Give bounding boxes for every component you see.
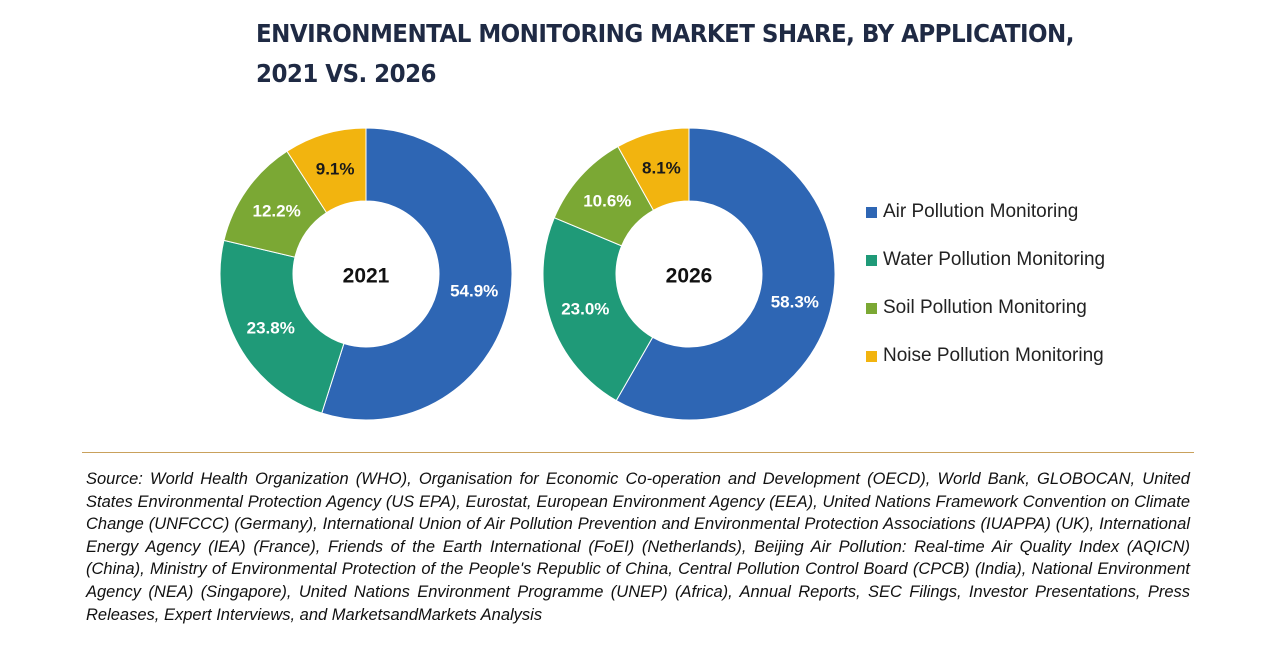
legend-swatch-air (866, 206, 877, 218)
legend-label-noise: Noise Pollution Monitoring (883, 345, 1104, 366)
data-label-2021-soil: 12.2% (253, 201, 301, 220)
legend-item-soil: Soil Pollution Monitoring (866, 284, 1105, 332)
slice-2021-air (321, 127, 513, 421)
slice-2021-water (219, 239, 345, 414)
slice-2021-noise (286, 127, 367, 214)
data-label-2021-noise: 9.1% (316, 159, 355, 178)
legend-label-water: Water Pollution Monitoring (883, 249, 1106, 270)
slice-2026-air (615, 127, 836, 421)
data-label-2026-water: 23.0% (561, 300, 609, 319)
data-label-2021-water: 23.8% (247, 318, 295, 337)
center-label-2026: 2026 (666, 265, 713, 288)
data-label-2021-air: 54.9% (450, 281, 498, 300)
legend-swatch-water (866, 254, 877, 266)
legend-swatch-soil (866, 302, 877, 314)
legend-item-water: Water Pollution Monitoring (866, 236, 1105, 284)
legend-item-air: Air Pollution Monitoring (866, 188, 1105, 236)
chart-title-line-1: ENVIRONMENTAL MONITORING MARKET SHARE, B… (256, 19, 1074, 48)
legend-swatch-noise (866, 350, 877, 362)
legend-label-air: Air Pollution Monitoring (883, 201, 1079, 222)
slice-2026-noise (617, 127, 690, 211)
data-label-2026-soil: 10.6% (583, 192, 631, 211)
chart-title-line-2: 2021 VS. 2026 (256, 59, 437, 88)
chart-title: ENVIRONMENTAL MONITORING MARKET SHARE, B… (256, 14, 1074, 94)
donut-charts: 54.9% 23.8% 12.2% 9.1% 2021 58.3% 23.0% 10.6% 8.… (219, 127, 836, 421)
source-note: Source: World Health Organization (WHO),… (86, 470, 1190, 624)
data-label-2026-noise: 8.1% (642, 159, 681, 178)
legend: Air Pollution Monitoring Water Pollution… (866, 188, 1105, 380)
data-label-2026-air: 58.3% (771, 293, 819, 312)
center-label-2021: 2021 (343, 265, 390, 288)
donut-chart-2021: 54.9% 23.8% 12.2% 9.1% 2021 (219, 127, 513, 421)
divider (82, 452, 1194, 453)
slice-2026-water (542, 217, 654, 402)
legend-label-soil: Soil Pollution Monitoring (883, 297, 1087, 318)
donut-chart-2026: 58.3% 23.0% 10.6% 8.1% 2026 (542, 127, 836, 421)
legend-item-noise: Noise Pollution Monitoring (866, 332, 1105, 380)
